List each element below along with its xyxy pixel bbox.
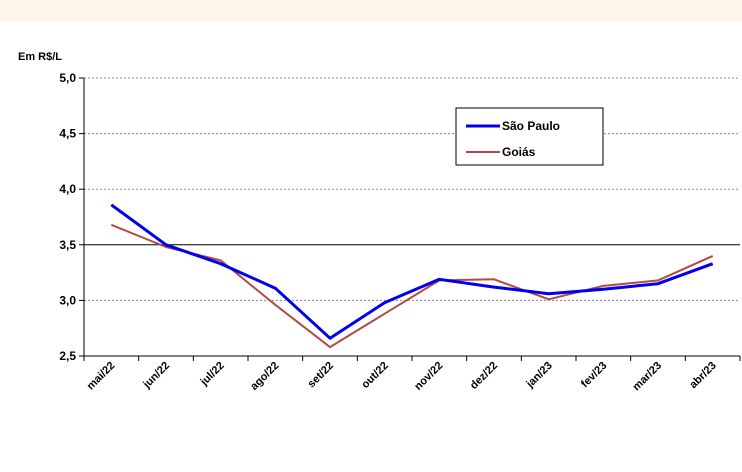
x-tick-label: out/22: [359, 360, 390, 391]
series-line-goias: [110, 223, 714, 349]
x-tick-label: ago/22: [248, 360, 281, 393]
x-tick-label: mar/23: [631, 360, 665, 394]
legend: São Paulo Goiás: [455, 107, 604, 166]
series-line-sao-paulo: [110, 203, 714, 340]
y-tick-label: 4,5: [59, 127, 76, 141]
legend-box: [455, 107, 604, 166]
top-band: [0, 0, 742, 22]
legend-label-goias: Goiás: [502, 145, 536, 159]
x-tick-label: nov/22: [412, 360, 445, 393]
y-tick-label: 2,5: [59, 349, 76, 363]
y-tick-label: 4,0: [59, 182, 76, 196]
x-tick-label: jul/22: [198, 360, 227, 389]
y-tick-label: 3,0: [59, 293, 76, 307]
y-tick-label: 3,5: [59, 238, 76, 252]
series-layer: [110, 203, 714, 349]
y-unit-label: Em R$/L: [18, 51, 62, 63]
grid-layer: [84, 77, 740, 301]
x-tick-label: set/22: [306, 360, 337, 391]
x-tick-label: jan/23: [524, 360, 555, 391]
x-tick-label: fev/23: [579, 360, 610, 391]
x-tick-label: dez/22: [468, 360, 500, 392]
x-tick-label: mai/22: [85, 360, 118, 393]
legend-label-sao-paulo: São Paulo: [502, 119, 560, 133]
x-tick-label: abr/23: [687, 360, 718, 391]
x-tick-label: jun/22: [140, 360, 172, 392]
axis-layer: 2,5 3,0 3,5 4,0 4,5 5,0 mai/22 jun/22 jul/22 ago/…: [59, 71, 741, 394]
y-tick-label: 5,0: [59, 71, 76, 85]
